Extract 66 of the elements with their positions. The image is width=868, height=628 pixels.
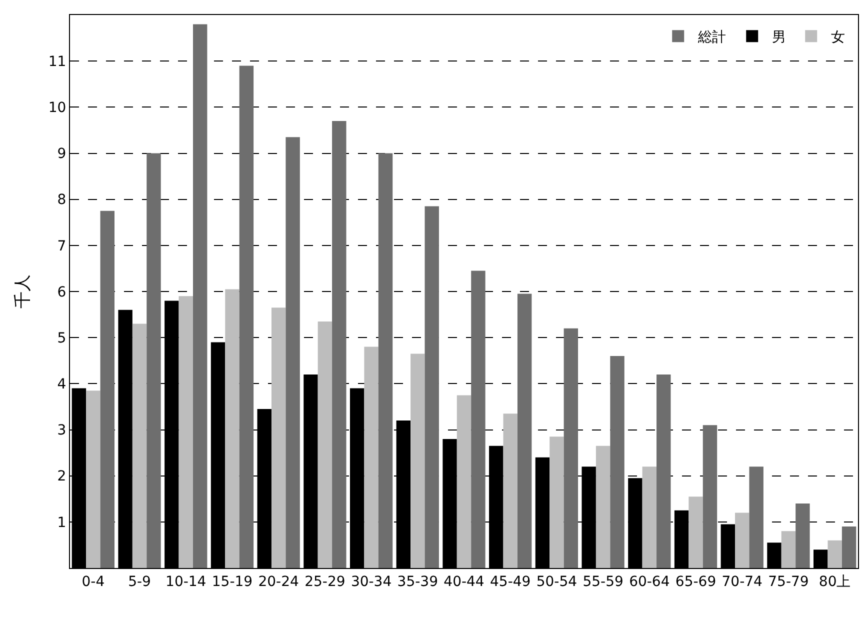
x-tick-label: 20-24 [258,574,300,590]
bar [378,153,393,568]
bar [596,446,610,568]
bar [471,270,486,568]
bar [735,512,750,568]
x-tick-label: 0-4 [82,574,105,590]
bar [503,414,518,568]
x-tick-label: 30-34 [350,574,392,590]
y-tick-label: 9 [57,146,66,162]
bar [828,540,842,568]
bar [702,425,718,568]
bar [132,324,147,568]
bar [517,294,532,568]
y-tick-label: 1 [57,514,66,531]
bar [271,308,286,568]
bar [688,496,703,568]
x-tick-label: 55-59 [582,574,624,590]
bar [564,328,578,568]
bar [749,466,764,568]
y-tick-label: 7 [57,238,66,254]
x-tick-label: 40-44 [444,574,484,590]
legend-label: 総計 [697,30,726,46]
y-tick-label: 10 [48,100,66,116]
bar [456,395,472,568]
x-tick-label: 25-29 [304,574,346,590]
bar [86,390,100,568]
bar [286,137,300,568]
bar [332,120,346,568]
bar [100,210,114,568]
x-tick-label: 15-19 [212,574,253,590]
y-tick-label: 3 [57,422,66,439]
x-tick-label: 45-49 [490,574,531,590]
y-tick-label: 11 [48,54,66,70]
bar [796,503,810,568]
bar [424,206,439,568]
x-tick-label: 70-74 [722,574,763,590]
bar [364,346,378,568]
x-tick-label: 65-69 [675,574,716,590]
bar [146,153,161,568]
x-tick-label: 5-9 [128,574,151,590]
bar [550,436,564,568]
y-axis-title: 千人 [12,274,33,308]
bar [318,321,332,568]
x-tick-label: 50-54 [536,574,578,590]
x-tick-label: 35-39 [397,574,438,590]
bar [610,356,624,568]
y-tick-label: 2 [57,468,66,485]
bar [192,24,208,568]
bar [642,466,657,568]
x-tick-label: 10-14 [166,574,206,590]
bar [410,354,425,568]
y-tick-label: 5 [57,330,66,346]
legend-label: 男 [772,30,786,46]
x-tick-label: 80上 [818,574,851,590]
bar [842,526,856,568]
bar [225,289,240,568]
y-tick-label: 4 [57,376,66,393]
bar [656,374,671,568]
x-tick-label: 75-79 [768,574,809,590]
y-tick-label: 8 [57,192,66,208]
bar [239,66,254,568]
bar [781,531,796,568]
y-tick-label: 6 [57,284,66,300]
x-tick-label: 60-64 [629,574,670,590]
bar [178,296,193,568]
legend-label: 女 [831,30,846,46]
